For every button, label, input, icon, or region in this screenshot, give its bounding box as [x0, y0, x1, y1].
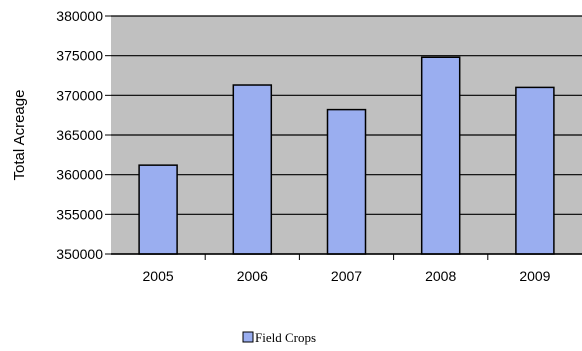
legend-swatch-field-crops [242, 331, 254, 343]
x-tick-label: 2005 [143, 268, 174, 284]
y-axis-ticks: 380000 375000 370000 365000 360000 355000 3500… [56, 8, 111, 262]
y-tick-label: 370000 [56, 87, 103, 103]
legend: Field Crops [242, 330, 316, 345]
bar-2008 [420, 56, 461, 255]
x-tick-label: 2006 [237, 268, 268, 284]
y-tick-label: 355000 [56, 206, 103, 222]
x-tick-label: 2008 [425, 268, 456, 284]
x-tick-label: 2009 [519, 268, 550, 284]
y-tick-label: 350000 [56, 246, 103, 262]
y-tick-label: 360000 [56, 167, 103, 183]
y-tick-label: 365000 [56, 127, 103, 143]
y-tick-label: 380000 [56, 8, 103, 24]
bar-2005 [138, 164, 178, 255]
y-tick-label: 375000 [56, 48, 103, 64]
y-axis-label: Total Acreage [11, 90, 28, 181]
bar-2006 [232, 84, 273, 255]
bar-2007 [326, 108, 367, 255]
bar-2009 [515, 86, 555, 255]
legend-label-field-crops: Field Crops [255, 330, 316, 345]
x-axis-ticks: 2005 2006 2007 2008 2009 [143, 254, 551, 284]
x-tick-label: 2007 [331, 268, 362, 284]
